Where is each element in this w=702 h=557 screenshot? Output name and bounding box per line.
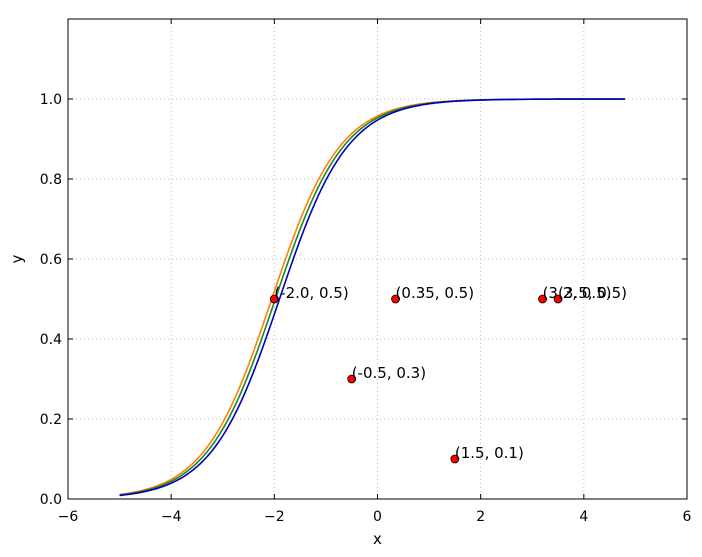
y-axis-ticks: 0.0 0.2 0.4 0.6 0.8 1.0 bbox=[40, 92, 687, 508]
y-tick-label: 0.6 bbox=[40, 252, 62, 268]
x-tick-label: 6 bbox=[683, 509, 692, 525]
x-axis-ticks: −6 −4 −2 0 2 4 6 bbox=[58, 19, 692, 525]
data-point bbox=[553, 294, 563, 304]
x-tick-label: −4 bbox=[161, 509, 182, 525]
data-point bbox=[347, 374, 357, 384]
point-label: (0.35, 0.5) bbox=[396, 284, 475, 302]
data-point bbox=[391, 294, 400, 304]
point-label: (-2.0, 0.5) bbox=[274, 284, 348, 302]
point-label: (3.5, 0.5) bbox=[558, 284, 627, 302]
point-annotations: (-2.0, 0.5) (0.35, 0.5) (3.2, 0.5)(3.5, 0.… bbox=[274, 284, 627, 462]
x-tick-label: −6 bbox=[58, 509, 79, 525]
y-tick-label: 1.0 bbox=[40, 92, 62, 108]
sigmoid-curve-3 bbox=[119, 98, 626, 497]
y-axis-label: y bbox=[8, 254, 26, 263]
x-tick-label: −2 bbox=[264, 509, 285, 525]
y-tick-label: 0.2 bbox=[40, 412, 62, 428]
x-axis-label: x bbox=[373, 530, 382, 548]
sigmoid-curves bbox=[119, 98, 626, 497]
x-tick-label: 4 bbox=[579, 509, 588, 525]
scatter-points bbox=[269, 294, 563, 464]
point-label: (3.2, 0.5) bbox=[543, 284, 612, 302]
y-tick-label: 0.8 bbox=[40, 172, 62, 188]
x-tick-label: 0 bbox=[373, 509, 382, 525]
point-label: (1.5, 0.1) bbox=[455, 444, 524, 462]
point-label: (-0.5, 0.3) bbox=[352, 364, 426, 382]
x-tick-label: 2 bbox=[476, 509, 485, 525]
y-tick-label: 0.0 bbox=[40, 492, 62, 508]
data-point bbox=[450, 454, 460, 464]
data-point bbox=[538, 294, 547, 304]
data-point bbox=[269, 294, 279, 304]
y-tick-label: 0.4 bbox=[40, 332, 62, 348]
